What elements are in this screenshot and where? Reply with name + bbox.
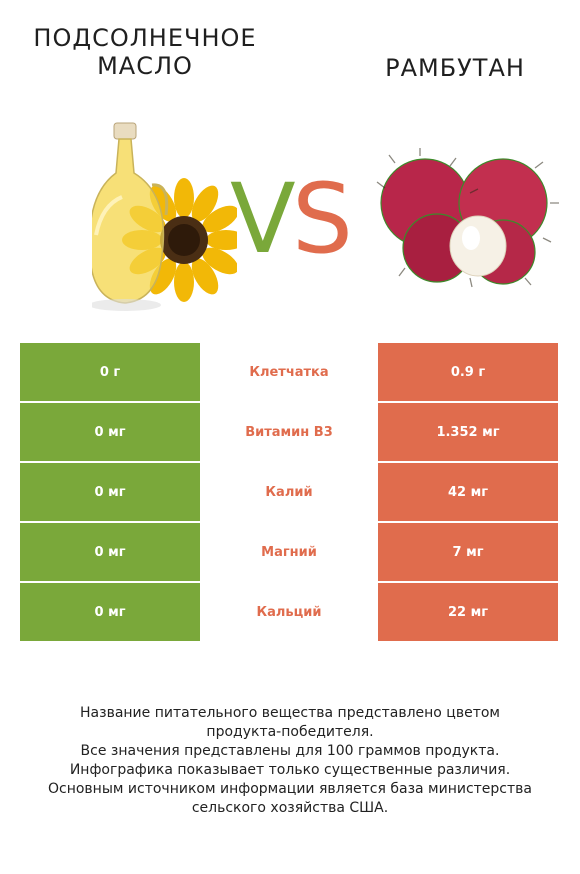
right-value: 7 мг (378, 523, 558, 583)
left-value: 0 мг (20, 523, 200, 583)
nutrient-name: Клетчатка (200, 343, 378, 403)
table-row: 0 мг Кальций 22 мг (20, 583, 558, 643)
footnote-line: продукта-победителя. (206, 724, 374, 740)
left-title-line2: масло (97, 52, 193, 80)
vs-label: V S (230, 163, 352, 270)
left-value: 0 мг (20, 403, 200, 463)
right-value: 42 мг (378, 463, 558, 523)
right-value: 22 мг (378, 583, 558, 643)
left-value: 0 мг (20, 463, 200, 523)
comparison-table: 0 г Клетчатка 0.9 г 0 мг Витамин B3 1.35… (20, 343, 558, 643)
vs-v-letter: V (230, 163, 296, 270)
footnote-line: сельского хозяйства США. (191, 800, 389, 816)
left-title-line1: Подсолнечное (33, 24, 257, 52)
footnote-line: Все значения представлены для 100 граммо… (80, 743, 500, 759)
right-value: 1.352 мг (378, 403, 558, 463)
right-product-title: Рамбутан (385, 54, 525, 82)
table-row: 0 г Клетчатка 0.9 г (20, 343, 558, 403)
table-row: 0 мг Калий 42 мг (20, 463, 558, 523)
nutrient-name: Калий (200, 463, 378, 523)
table-row: 0 мг Магний 7 мг (20, 523, 558, 583)
left-value: 0 г (20, 343, 200, 403)
footnote-line: Название питательного вещества представл… (80, 705, 500, 721)
footnote-line: Основным источником информации является … (48, 781, 532, 797)
footnote-line: Инфографика показывает только существенн… (69, 762, 511, 778)
table-row: 0 мг Витамин B3 1.352 мг (20, 403, 558, 463)
sunflower-oil-bottle-icon (92, 122, 237, 311)
right-value: 0.9 г (378, 343, 558, 403)
nutrient-name: Кальций (200, 583, 378, 643)
left-value: 0 мг (20, 583, 200, 643)
footnote: Название питательного вещества представл… (20, 704, 560, 818)
nutrient-name: Магний (200, 523, 378, 583)
nutrient-name: Витамин B3 (200, 403, 378, 463)
vs-s-letter: S (292, 163, 352, 270)
left-product-title: Подсолнечное масло (20, 24, 270, 80)
rambutan-fruit-icon (376, 148, 559, 288)
